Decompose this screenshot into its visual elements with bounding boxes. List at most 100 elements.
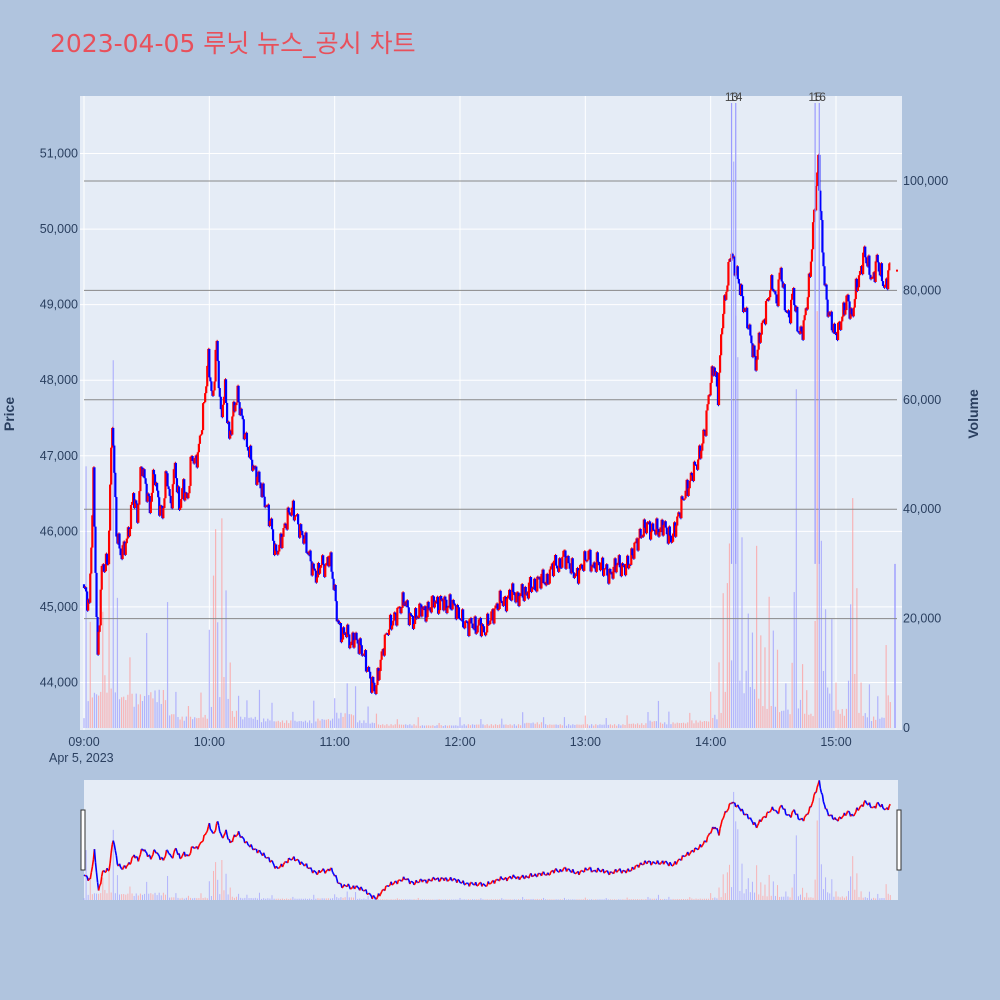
volume-bar <box>634 724 637 728</box>
slider-candle <box>368 892 371 895</box>
slider-volume-bar <box>217 879 219 900</box>
slider-volume-bar <box>474 899 476 900</box>
slider-volume-bar <box>499 899 501 900</box>
slider-volume-bar <box>538 899 540 900</box>
slider-candle <box>357 886 360 889</box>
x-tick-label: 09:00 <box>68 735 99 749</box>
slider-volume-bar <box>591 899 593 900</box>
slider-volume-bar <box>334 894 336 900</box>
volume-bar <box>334 698 336 728</box>
slider-volume-bar <box>112 829 114 900</box>
slider-volume-bar <box>495 899 497 900</box>
slider-volume-bar <box>192 898 194 900</box>
slider-volume-bar <box>672 898 674 900</box>
slider-volume-bar <box>440 899 442 900</box>
slider-volume-bar <box>739 890 741 900</box>
slider-volume-bar <box>231 896 233 900</box>
slider-volume-bar <box>603 899 605 900</box>
volume-bar <box>664 722 666 728</box>
slider-volume-bar <box>710 893 712 900</box>
volume-bar <box>242 719 244 728</box>
volume-bar <box>768 596 770 728</box>
slider-candle <box>193 847 196 850</box>
slider-volume-bar <box>532 898 534 900</box>
slider-candle <box>247 844 250 847</box>
slider-volume-bar <box>261 898 263 900</box>
slider-candle <box>622 869 625 872</box>
slider-candle <box>210 829 214 833</box>
slider-volume-bar <box>881 897 883 900</box>
slider-candle <box>791 810 794 813</box>
slider-candle <box>821 794 825 802</box>
slider-volume-bar <box>524 899 526 900</box>
slider-candle <box>716 827 719 832</box>
volume-bar <box>350 714 352 728</box>
slider-candle <box>555 868 558 872</box>
slider-candle <box>216 821 220 826</box>
volume-bar <box>739 680 741 728</box>
volume-bar <box>361 723 363 728</box>
range-slider[interactable] <box>84 780 898 900</box>
volume-bar <box>584 715 586 728</box>
range-slider-left-handle[interactable] <box>80 809 86 871</box>
slider-candle <box>277 867 280 870</box>
slider-volume-bar <box>722 874 724 900</box>
slider-volume-bar <box>822 889 824 900</box>
volume-bar <box>687 722 689 728</box>
slider-candle <box>609 871 612 874</box>
volume-bar <box>551 724 553 728</box>
volume-bar <box>415 725 417 728</box>
volume-bar <box>542 717 545 728</box>
slider-volume-bar <box>177 897 179 900</box>
volume-bar <box>595 724 597 728</box>
slider-candle <box>525 875 528 878</box>
slider-volume-bar <box>104 889 106 900</box>
slider-volume-bar <box>839 897 841 900</box>
slider-candle <box>135 855 138 858</box>
volume-bar <box>781 710 783 728</box>
slider-candle <box>778 805 782 809</box>
volume-bar <box>160 703 162 728</box>
slider-volume-bar <box>242 898 244 900</box>
slider-candle <box>208 822 212 830</box>
slider-candle <box>780 804 784 809</box>
slider-candle <box>300 861 303 864</box>
slider-candle <box>862 801 865 807</box>
slider-volume-bar <box>670 899 672 900</box>
slider-volume-bar <box>680 899 682 900</box>
slider-volume-bar <box>355 892 357 900</box>
slider-volume-bar <box>818 797 820 900</box>
slider-candle <box>271 860 274 864</box>
slider-candle <box>421 879 425 883</box>
volume-bar <box>712 717 714 728</box>
volume-bar <box>710 691 712 728</box>
slider-volume-bar <box>691 898 693 900</box>
y2-tick-label: 20,000 <box>903 612 941 626</box>
slider-volume-bar <box>708 898 710 900</box>
slider-volume-bar <box>785 891 787 900</box>
slider-candle <box>250 844 253 848</box>
slider-candle <box>658 862 662 866</box>
volume-bar <box>225 590 227 728</box>
slider-candle <box>468 882 472 887</box>
slider-candle <box>446 879 450 882</box>
slider-candle <box>477 883 480 887</box>
slider-volume-bar <box>563 897 565 900</box>
volume-bar <box>296 721 298 728</box>
slider-candle <box>700 845 703 848</box>
volume-bar <box>766 708 768 728</box>
slider-volume-bar <box>478 899 480 900</box>
slider-candle <box>375 896 379 900</box>
volume-bar <box>745 670 747 728</box>
slider-candle <box>415 879 418 883</box>
slider-candle <box>220 833 223 837</box>
volume-bar <box>375 713 378 728</box>
range-slider-right-handle[interactable] <box>896 809 902 871</box>
slider-candle <box>108 863 111 871</box>
volume-bar <box>852 498 854 728</box>
volume-bar <box>139 694 141 728</box>
volume-bar <box>212 575 215 728</box>
slider-volume-bar <box>252 898 254 900</box>
slider-candle <box>644 860 647 863</box>
